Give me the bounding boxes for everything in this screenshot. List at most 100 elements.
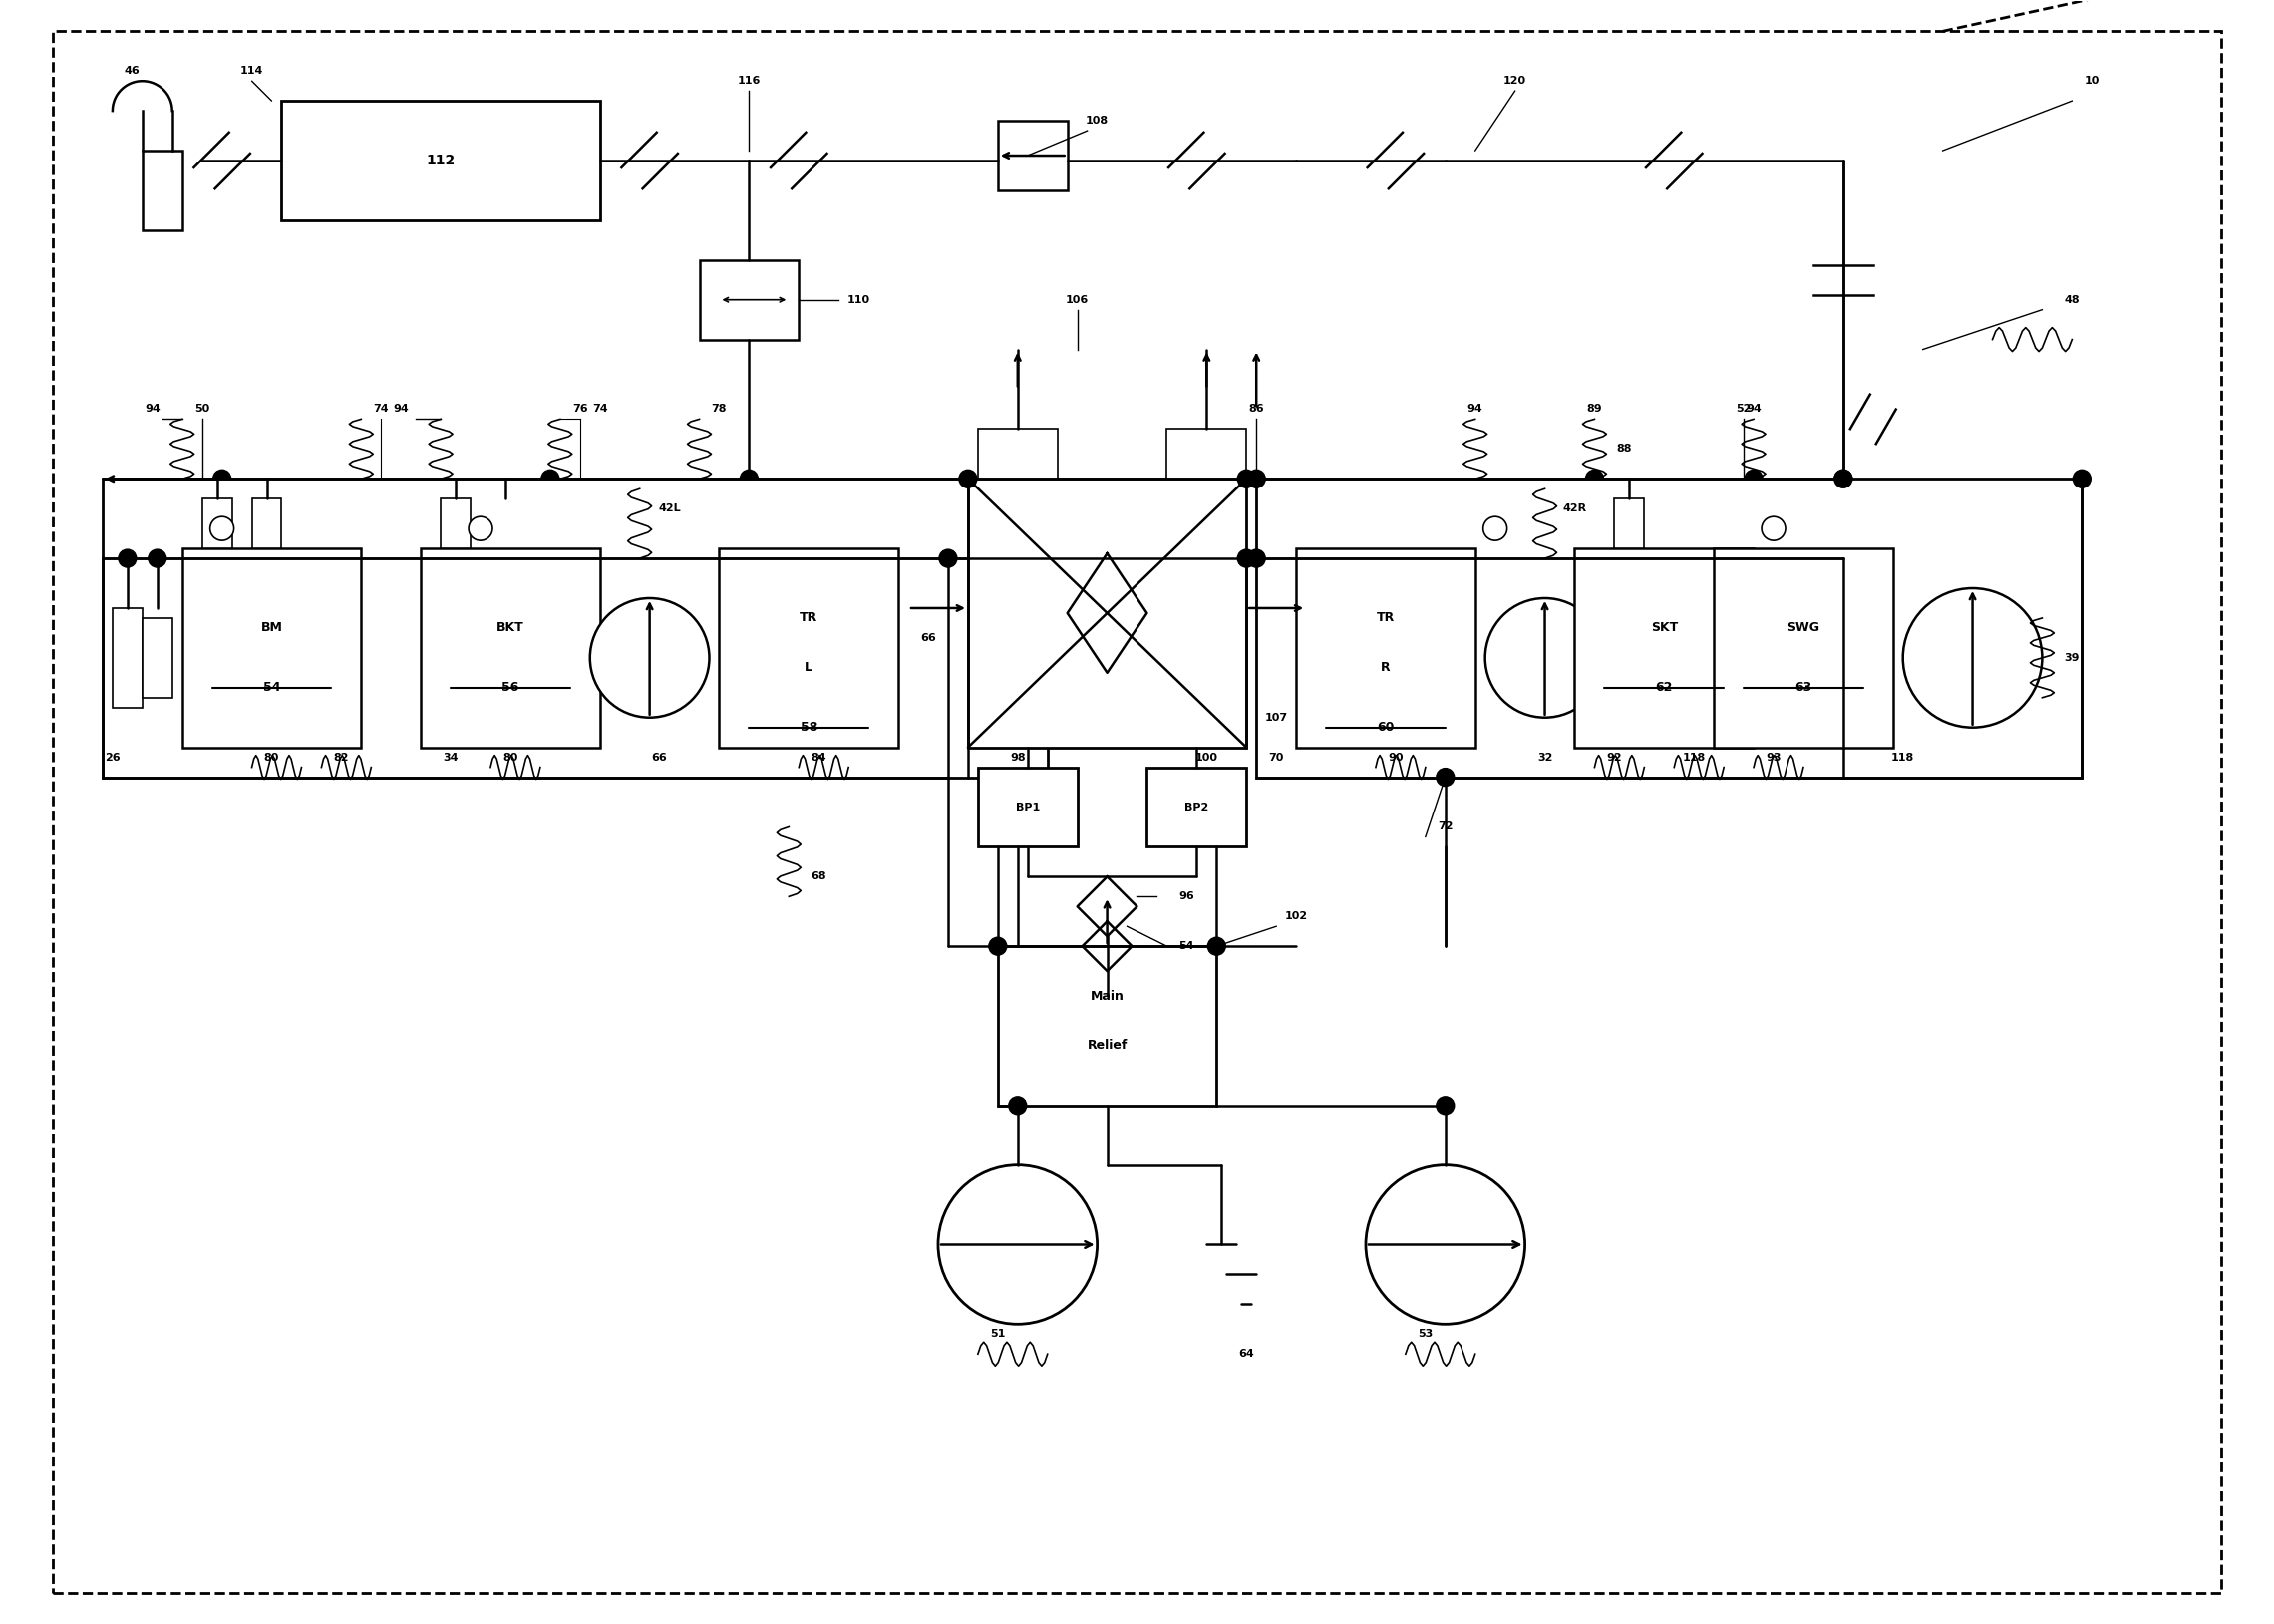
Text: 102: 102 bbox=[1285, 911, 1308, 921]
Text: 62: 62 bbox=[1655, 680, 1674, 693]
Circle shape bbox=[209, 516, 234, 541]
Text: 93: 93 bbox=[1767, 752, 1781, 762]
Circle shape bbox=[1762, 516, 1785, 541]
Text: 82: 82 bbox=[334, 752, 348, 762]
Bar bbox=[143, 619, 173, 698]
Circle shape bbox=[1485, 598, 1605, 718]
Bar bbox=[421, 549, 600, 747]
Text: 118: 118 bbox=[1892, 752, 1915, 762]
Text: BKT: BKT bbox=[496, 622, 525, 635]
Circle shape bbox=[1207, 937, 1226, 955]
Text: 48: 48 bbox=[2065, 296, 2081, 305]
Text: 51: 51 bbox=[989, 1328, 1005, 1340]
Text: 84: 84 bbox=[812, 752, 825, 762]
Text: 32: 32 bbox=[1537, 752, 1553, 762]
Circle shape bbox=[1367, 1164, 1526, 1324]
Text: 94: 94 bbox=[393, 404, 409, 414]
Circle shape bbox=[541, 469, 559, 487]
Text: 76: 76 bbox=[573, 404, 587, 414]
Circle shape bbox=[1744, 469, 1762, 487]
Text: Relief: Relief bbox=[1087, 1039, 1128, 1052]
Text: 78: 78 bbox=[712, 404, 728, 414]
Bar bbox=[1255, 479, 2083, 778]
Circle shape bbox=[939, 1164, 1098, 1324]
Circle shape bbox=[960, 469, 978, 487]
Text: 114: 114 bbox=[241, 67, 264, 76]
Bar bbox=[1715, 549, 1892, 747]
Text: 88: 88 bbox=[1617, 443, 1633, 455]
Text: 34: 34 bbox=[443, 752, 459, 762]
Text: 52: 52 bbox=[1735, 404, 1751, 414]
Circle shape bbox=[1237, 549, 1255, 567]
Text: 74: 74 bbox=[373, 404, 389, 414]
Bar bbox=[1296, 549, 1476, 747]
Circle shape bbox=[939, 549, 957, 567]
Text: 54: 54 bbox=[264, 680, 280, 693]
Text: 66: 66 bbox=[921, 633, 937, 643]
Bar bbox=[1574, 549, 1753, 747]
Text: 50: 50 bbox=[196, 404, 209, 414]
Text: R: R bbox=[1380, 661, 1389, 674]
Circle shape bbox=[1248, 549, 1264, 567]
Text: 46: 46 bbox=[125, 67, 141, 76]
Text: 70: 70 bbox=[1269, 752, 1285, 762]
Text: 26: 26 bbox=[105, 752, 121, 762]
Bar bbox=[1146, 767, 1246, 846]
Circle shape bbox=[148, 549, 166, 567]
Text: SWG: SWG bbox=[1787, 622, 1819, 635]
Bar bbox=[969, 479, 1246, 747]
Bar bbox=[719, 549, 898, 747]
Circle shape bbox=[739, 469, 757, 487]
Text: 80: 80 bbox=[503, 752, 518, 762]
Bar bbox=[978, 429, 1057, 479]
Text: 110: 110 bbox=[846, 296, 871, 305]
Text: TR: TR bbox=[800, 612, 819, 625]
Text: 53: 53 bbox=[1417, 1328, 1433, 1340]
Text: 92: 92 bbox=[1608, 752, 1621, 762]
Circle shape bbox=[1248, 469, 1264, 487]
Text: 94: 94 bbox=[146, 404, 159, 414]
Text: 80: 80 bbox=[264, 752, 280, 762]
Text: 106: 106 bbox=[1067, 296, 1089, 305]
Circle shape bbox=[1835, 469, 1851, 487]
Text: BM: BM bbox=[262, 622, 282, 635]
Bar bbox=[143, 151, 182, 231]
Text: Main: Main bbox=[1089, 989, 1123, 1002]
Circle shape bbox=[989, 937, 1007, 955]
Text: 108: 108 bbox=[1085, 115, 1110, 125]
Text: TR: TR bbox=[1376, 612, 1394, 625]
Text: BP1: BP1 bbox=[1016, 802, 1039, 812]
Bar bbox=[102, 479, 1048, 778]
Text: L: L bbox=[805, 661, 812, 674]
Circle shape bbox=[1237, 469, 1255, 487]
Circle shape bbox=[589, 598, 709, 718]
Text: 118: 118 bbox=[1683, 752, 1706, 762]
Text: 56: 56 bbox=[503, 680, 518, 693]
Bar bbox=[282, 101, 600, 221]
Bar bbox=[998, 947, 1217, 1106]
Text: 63: 63 bbox=[1794, 680, 1812, 693]
Circle shape bbox=[1437, 1096, 1455, 1114]
Text: 64: 64 bbox=[1239, 1350, 1255, 1359]
Circle shape bbox=[2074, 469, 2090, 487]
Bar bbox=[998, 120, 1067, 190]
Text: 74: 74 bbox=[591, 404, 607, 414]
Text: 94: 94 bbox=[1467, 404, 1483, 414]
Bar bbox=[1167, 429, 1246, 479]
Circle shape bbox=[468, 516, 493, 541]
Circle shape bbox=[1585, 469, 1603, 487]
Text: 120: 120 bbox=[1503, 76, 1526, 86]
Text: 54: 54 bbox=[1178, 942, 1194, 952]
Circle shape bbox=[1010, 1096, 1026, 1114]
Text: BP2: BP2 bbox=[1185, 802, 1210, 812]
Text: SKT: SKT bbox=[1651, 622, 1678, 635]
Text: 39: 39 bbox=[2065, 653, 2081, 663]
Text: 86: 86 bbox=[1248, 404, 1264, 414]
Bar bbox=[978, 767, 1078, 846]
Bar bbox=[182, 549, 362, 747]
Circle shape bbox=[214, 469, 232, 487]
Text: 96: 96 bbox=[1178, 892, 1194, 901]
Bar bbox=[252, 499, 282, 549]
Bar bbox=[111, 607, 143, 708]
Text: 60: 60 bbox=[1378, 721, 1394, 734]
